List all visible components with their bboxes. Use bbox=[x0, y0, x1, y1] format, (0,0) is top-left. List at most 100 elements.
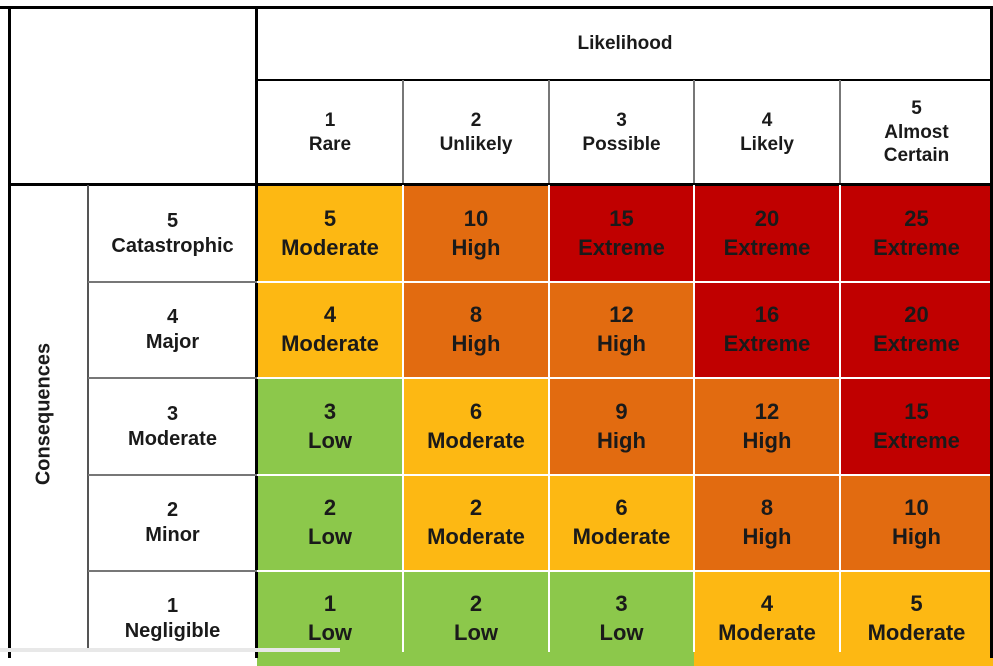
likelihood-title: Likelihood bbox=[577, 33, 673, 55]
grid-line bbox=[87, 185, 89, 652]
likelihood-number: 4 bbox=[761, 109, 773, 131]
consequence-header-4: 4 Major bbox=[88, 282, 257, 378]
risk-cell: 16 Extreme bbox=[694, 282, 840, 378]
likelihood-label: Unlikely bbox=[439, 133, 513, 155]
risk-cell: 4 Moderate bbox=[257, 282, 403, 378]
risk-level: Moderate bbox=[427, 427, 525, 453]
risk-matrix: Likelihood Consequences 1 Rare 2 Unlikely 3 P… bbox=[0, 6, 993, 666]
grid-line bbox=[693, 185, 695, 652]
likelihood-header-3: 3 Possible bbox=[549, 80, 694, 185]
risk-cell: 15 Extreme bbox=[840, 378, 993, 475]
grid-line bbox=[8, 183, 993, 186]
bottom-edge bbox=[0, 648, 340, 652]
likelihood-header-1: 1 Rare bbox=[257, 80, 403, 185]
likelihood-number: 1 bbox=[324, 109, 336, 131]
risk-score: 3 bbox=[615, 590, 628, 616]
risk-level: Extreme bbox=[723, 331, 811, 356]
risk-level: Low bbox=[308, 524, 352, 549]
risk-cell: 3 Low bbox=[257, 378, 403, 475]
risk-level: Moderate bbox=[867, 619, 966, 645]
grid-line bbox=[402, 80, 404, 185]
risk-level: High bbox=[742, 524, 792, 549]
risk-score: 4 bbox=[323, 302, 337, 328]
risk-level: Low bbox=[599, 619, 644, 645]
risk-cell: 9 High bbox=[549, 378, 694, 475]
grid-line bbox=[548, 185, 550, 652]
likelihood-label: Likely bbox=[740, 133, 794, 155]
risk-cell: 2 Low bbox=[257, 475, 403, 571]
risk-level: High bbox=[451, 234, 501, 260]
risk-level: Extreme bbox=[873, 427, 960, 453]
grid-line bbox=[257, 570, 993, 572]
grid-line bbox=[257, 377, 993, 379]
consequence-number: 5 bbox=[166, 209, 179, 232]
risk-score: 10 bbox=[463, 205, 489, 231]
consequence-label: Minor bbox=[145, 524, 200, 546]
likelihood-number: 2 bbox=[470, 109, 482, 131]
risk-cell: 3 Low bbox=[549, 571, 694, 666]
risk-score: 20 bbox=[904, 302, 929, 328]
likelihood-label: Almost bbox=[884, 121, 949, 143]
risk-score: 4 bbox=[760, 590, 774, 616]
risk-cell: 8 High bbox=[694, 475, 840, 571]
risk-cell: 5 Moderate bbox=[257, 185, 403, 282]
consequence-header-5: 5 Catastrophic bbox=[88, 185, 257, 282]
risk-level: High bbox=[451, 331, 501, 356]
likelihood-number: 3 bbox=[616, 109, 627, 131]
risk-score: 15 bbox=[609, 205, 634, 231]
likelihood-header-2: 2 Unlikely bbox=[403, 80, 549, 185]
grid-line bbox=[990, 6, 993, 658]
grid-line bbox=[8, 6, 11, 658]
consequence-label: Catastrophic bbox=[111, 234, 234, 257]
consequence-number: 4 bbox=[166, 306, 179, 328]
grid-line bbox=[693, 80, 695, 185]
risk-cell: 20 Extreme bbox=[694, 185, 840, 282]
risk-score: 16 bbox=[754, 302, 780, 328]
likelihood-label: Certain bbox=[883, 145, 950, 167]
risk-cell: 5 Moderate bbox=[840, 571, 993, 666]
risk-level: Extreme bbox=[578, 234, 665, 260]
risk-score: 2 bbox=[323, 495, 337, 521]
likelihood-header-4: 4 Likely bbox=[694, 80, 840, 185]
risk-score: 12 bbox=[609, 302, 634, 328]
risk-score: 6 bbox=[615, 495, 628, 521]
risk-score: 10 bbox=[904, 495, 929, 521]
grid-line bbox=[257, 281, 993, 283]
consequence-label: Negligible bbox=[124, 619, 221, 642]
risk-score: 9 bbox=[615, 398, 628, 424]
risk-level: Low bbox=[454, 619, 498, 645]
grid-line bbox=[255, 6, 258, 658]
consequences-title: Consequences bbox=[32, 342, 55, 485]
risk-level: High bbox=[742, 427, 792, 453]
risk-score: 1 bbox=[323, 590, 337, 616]
consequence-number: 1 bbox=[166, 594, 179, 617]
consequence-label: Moderate bbox=[128, 427, 217, 450]
risk-level: Moderate bbox=[572, 524, 671, 549]
risk-score: 2 bbox=[469, 495, 483, 521]
risk-score: 8 bbox=[469, 302, 483, 328]
risk-cell: 4 Moderate bbox=[694, 571, 840, 666]
grid-line bbox=[88, 377, 257, 379]
risk-level: Extreme bbox=[873, 234, 960, 260]
consequence-header-3: 3 Moderate bbox=[88, 378, 257, 475]
risk-score: 3 bbox=[323, 398, 337, 424]
grid-line bbox=[548, 80, 550, 185]
risk-level: Moderate bbox=[427, 524, 525, 549]
risk-score: 20 bbox=[754, 205, 780, 231]
risk-cell: 2 Moderate bbox=[403, 475, 549, 571]
risk-level: Low bbox=[308, 619, 352, 645]
risk-level: Moderate bbox=[281, 331, 379, 356]
risk-score: 25 bbox=[904, 205, 929, 231]
grid-line bbox=[88, 474, 257, 476]
risk-level: Extreme bbox=[723, 234, 811, 260]
risk-cell: 6 Moderate bbox=[549, 475, 694, 571]
grid-line bbox=[402, 185, 404, 652]
consequence-header-2: 2 Minor bbox=[88, 475, 257, 571]
risk-score: 5 bbox=[910, 590, 923, 616]
risk-cell: 15 Extreme bbox=[549, 185, 694, 282]
grid-line bbox=[88, 570, 257, 572]
risk-cell: 20 Extreme bbox=[840, 282, 993, 378]
consequence-number: 2 bbox=[166, 499, 179, 521]
risk-score: 15 bbox=[904, 398, 929, 424]
risk-cell: 6 Moderate bbox=[403, 378, 549, 475]
